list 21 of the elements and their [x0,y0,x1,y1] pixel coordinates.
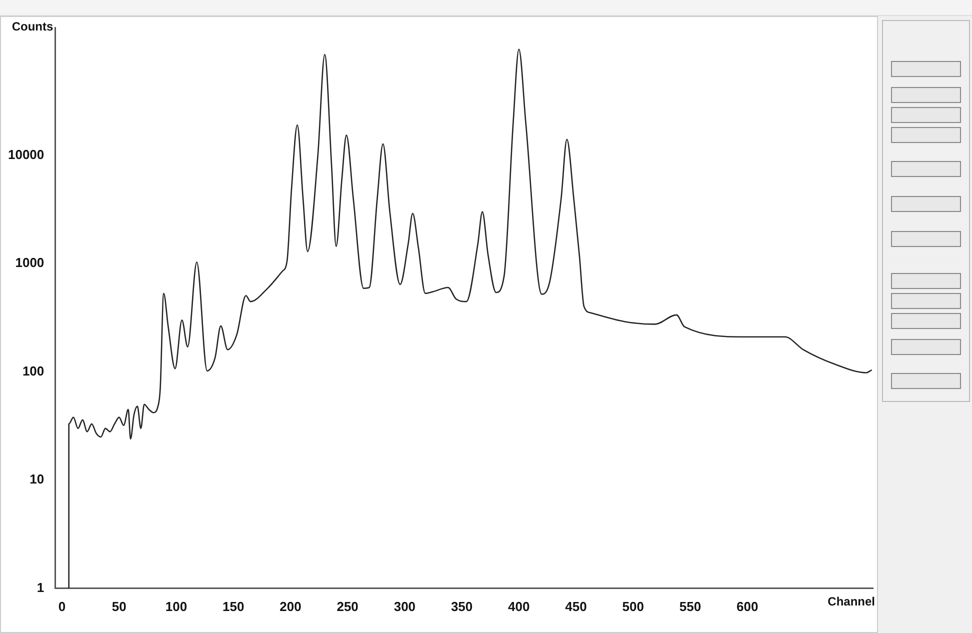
y-tick-label: 10000 [8,146,44,162]
line-series [68,48,873,588]
x-tick-label: 500 [622,598,644,614]
x-tick-label: 450 [565,598,587,614]
x-axis-title: Channel [828,594,875,609]
y-tick-label: 1000 [15,255,44,270]
x-tick-label: 300 [394,598,416,614]
y-tick-label: 100 [22,363,44,378]
x-tick-label: 100 [165,598,188,614]
y-tick-label: 1 [36,580,44,595]
x-tick-label: 350 [450,598,473,614]
x-tick-label: 550 [679,598,702,614]
x-tick-label: 150 [222,598,244,614]
x-tick-label: 50 [112,598,126,614]
y-tick-label: 10 [30,472,44,487]
x-tick-label: 600 [736,598,758,614]
x-tick-label: 200 [280,598,302,614]
x-tick-label: 0 [58,598,66,614]
x-tick-label: 250 [336,598,358,614]
x-tick-label: 400 [508,598,530,614]
y-axis-title: Counts [12,19,54,34]
